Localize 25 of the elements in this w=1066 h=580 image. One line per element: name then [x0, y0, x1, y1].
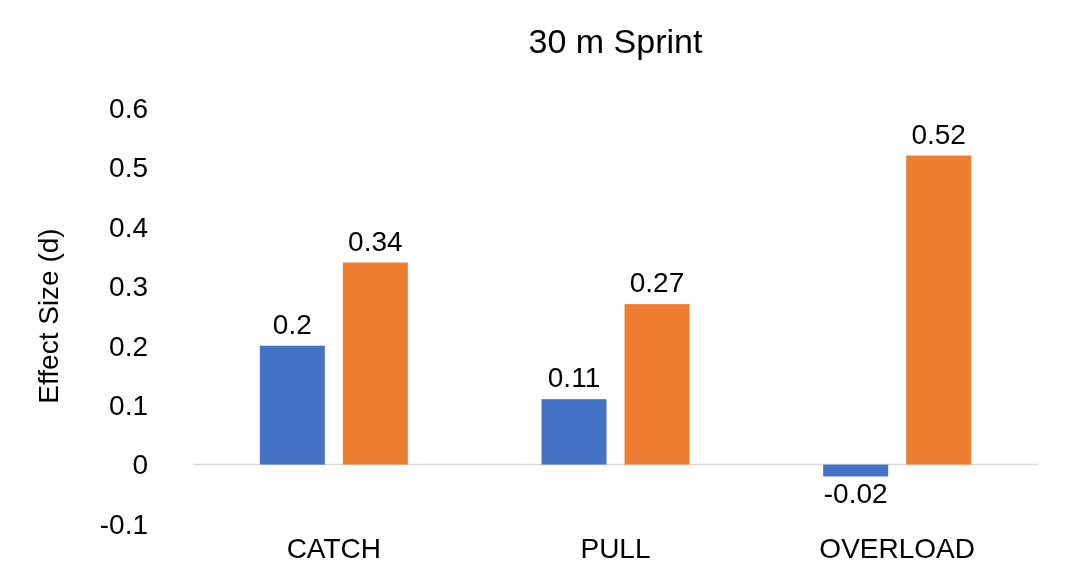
bar: [259, 345, 325, 465]
chart-title: 30 m Sprint: [528, 22, 703, 60]
y-tick-label: 0.6: [109, 92, 148, 124]
y-tick-label: 0.2: [109, 330, 148, 362]
y-tick-label: 0.1: [109, 389, 148, 421]
bar: [823, 464, 889, 477]
y-tick-label: 0.3: [109, 271, 148, 303]
y-axis-title: Effect Size (d): [33, 228, 64, 404]
y-tick-label: 0: [132, 449, 148, 481]
data-label: -0.02: [823, 477, 888, 509]
bar: [342, 262, 408, 465]
y-tick-label: -0.1: [99, 508, 148, 540]
data-label: 0.2: [272, 308, 312, 340]
x-tick-label: OVERLOAD: [819, 533, 975, 564]
y-tick-label: 0.4: [109, 211, 148, 243]
data-label: 0.52: [911, 118, 966, 150]
x-tick-label: CATCH: [286, 533, 382, 564]
bar: [906, 155, 972, 465]
bar: [541, 399, 607, 465]
bar: [624, 304, 690, 465]
data-label: 0.34: [348, 225, 403, 257]
data-label: 0.27: [629, 267, 685, 299]
x-tick-label: PULL: [580, 533, 651, 564]
data-label: 0.11: [547, 362, 601, 394]
y-tick-label: 0.5: [109, 152, 148, 184]
